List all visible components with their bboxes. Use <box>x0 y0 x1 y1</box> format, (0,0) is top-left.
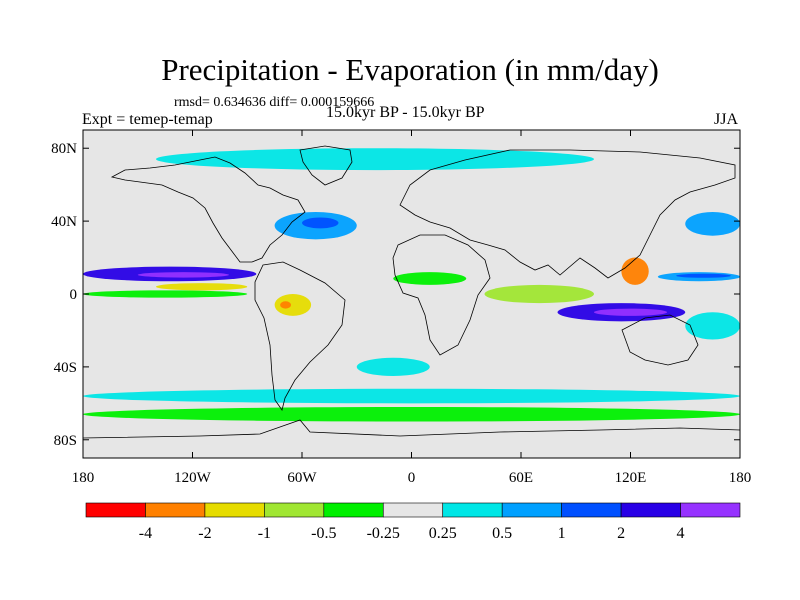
colorbar-swatch <box>323 502 384 518</box>
field-south-pacific-wet <box>685 312 740 340</box>
colorbar-swatch <box>501 502 562 518</box>
colorbar-swatch <box>620 502 681 518</box>
stats-line: rmsd= 0.634636 diff= 0.000159666 <box>174 95 375 110</box>
x-tick-label: 120W <box>174 470 212 486</box>
x-tick-label: 60W <box>287 470 317 486</box>
greenland-coast <box>299 145 353 186</box>
colorbar-label: -2 <box>198 525 211 542</box>
colorbar-label: -1 <box>258 525 271 542</box>
field-west-pacific-core <box>676 273 731 278</box>
x-tick-label: 0 <box>408 470 416 486</box>
antarctica-coast <box>83 419 740 439</box>
y-tick-label: 0 <box>70 287 78 303</box>
field-amazon-core <box>280 301 292 309</box>
field-amazon-dry <box>274 294 312 316</box>
experiment-label: Expt = temep-temap <box>82 111 213 128</box>
field-southern-ocean-wet <box>83 388 740 404</box>
eurasia-coast <box>399 149 736 279</box>
field-gulf-stream-core <box>302 217 339 229</box>
field-equatorial-pacific-dry <box>83 290 248 298</box>
field-east-pacific-dry <box>156 283 248 291</box>
colorbar-swatch <box>145 502 206 518</box>
colorbar-swatch <box>561 502 622 518</box>
colorbar-swatch <box>680 502 741 518</box>
colorbar: -4 -2 -1 -0.5 -0.25 0.25 0.5 1 2 4 <box>85 502 741 542</box>
colorbar-swatch <box>382 502 444 518</box>
field-arctic-wet <box>156 148 594 171</box>
axes-layer: 180 120W 60W 0 60E 120E 180 80N 40N 0 40S 80S <box>51 130 751 486</box>
x-tick-label: 180 <box>72 470 95 486</box>
colorbar-label: -0.5 <box>311 525 336 542</box>
africa-coast <box>392 234 491 356</box>
field-maritime-continent-core <box>594 308 667 316</box>
south-america-coast <box>254 261 346 411</box>
y-tick-label: 80S <box>54 433 77 449</box>
field-layer <box>83 148 740 422</box>
y-tick-label: 40S <box>54 360 77 376</box>
period-label: 15.0kyr BP - 15.0kyr BP <box>326 104 485 121</box>
colorbar-swatch <box>204 502 265 518</box>
field-philippine-sea-dry <box>621 257 649 285</box>
colorbar-label: 0.5 <box>492 525 512 542</box>
season-label: JJA <box>714 111 739 128</box>
colorbar-swatch <box>85 502 146 518</box>
field-east-pacific-itcz-core <box>137 272 229 278</box>
field-south-atlantic-wet <box>356 357 430 376</box>
y-tick-label: 40N <box>51 214 77 230</box>
y-tick-label: 80N <box>51 141 77 157</box>
north-america-coast <box>110 156 306 263</box>
colorbar-label: -4 <box>139 525 152 542</box>
x-tick-label: 120E <box>615 470 647 486</box>
field-north-pacific-wet <box>685 212 740 236</box>
coastline-layer <box>83 145 740 439</box>
colorbar-label: 4 <box>677 525 685 542</box>
colorbar-label: -0.25 <box>367 525 400 542</box>
colorbar-swatch <box>264 502 325 518</box>
field-africa-sahel-dry <box>393 272 467 285</box>
field-southern-ocean-dry <box>83 406 740 422</box>
x-tick-label: 60E <box>509 470 533 486</box>
field-indian-ocean-dry <box>484 284 594 304</box>
x-tick-label: 180 <box>729 470 752 486</box>
colorbar-label: 1 <box>558 525 566 542</box>
australia-coast <box>621 314 699 366</box>
colorbar-swatch <box>442 502 503 518</box>
chart-title: Precipitation - Evaporation (in mm/day) <box>161 52 659 87</box>
colorbar-label: 0.25 <box>429 525 457 542</box>
colorbar-label: 2 <box>617 525 625 542</box>
